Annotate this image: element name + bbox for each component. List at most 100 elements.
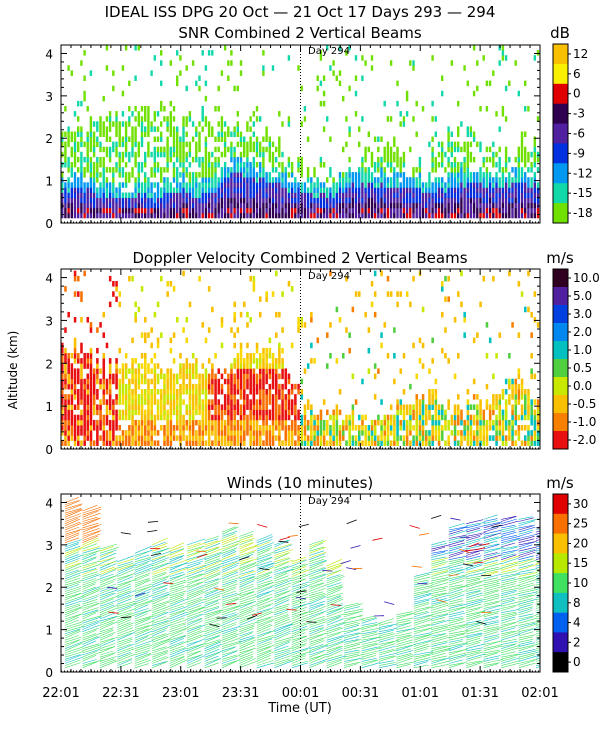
snr-cell bbox=[185, 182, 188, 188]
doppler-cell bbox=[191, 363, 195, 369]
doppler-cell bbox=[517, 394, 521, 400]
snr-cell bbox=[153, 55, 156, 61]
wind-barb bbox=[326, 622, 346, 630]
doppler-cell bbox=[172, 404, 176, 410]
wind-barb bbox=[99, 595, 119, 603]
snr-cell bbox=[150, 126, 153, 132]
snr-cell bbox=[517, 177, 520, 183]
snr-cell bbox=[118, 167, 121, 173]
doppler-cell bbox=[172, 332, 176, 338]
doppler-cell bbox=[108, 383, 112, 390]
snr-cell bbox=[278, 177, 281, 183]
doppler-cell bbox=[137, 419, 141, 426]
snr-cell bbox=[354, 75, 358, 81]
snr-cell bbox=[386, 141, 390, 148]
snr-cell bbox=[182, 156, 185, 163]
snr-cell bbox=[83, 172, 86, 178]
snr-cell bbox=[530, 207, 533, 214]
snr-cell bbox=[275, 187, 278, 193]
snr-cell bbox=[300, 197, 303, 204]
snr-cell bbox=[421, 106, 425, 112]
doppler-cell bbox=[313, 425, 316, 431]
doppler-cell bbox=[437, 440, 441, 446]
wind-barb bbox=[134, 567, 153, 575]
snr-cell bbox=[447, 162, 450, 168]
snr-cell bbox=[511, 192, 514, 198]
doppler-cell bbox=[137, 440, 141, 446]
snr-cell bbox=[121, 90, 125, 97]
snr-cell bbox=[102, 212, 105, 219]
wind-barb bbox=[239, 610, 256, 618]
snr-cell bbox=[195, 192, 198, 198]
snr-cell bbox=[319, 162, 323, 168]
doppler-cell bbox=[204, 425, 208, 431]
snr-cell bbox=[227, 187, 230, 193]
wind-barb bbox=[134, 600, 153, 609]
wind-barb bbox=[99, 573, 114, 580]
snr-cell bbox=[441, 156, 444, 163]
doppler-cell bbox=[338, 425, 342, 431]
doppler-cell bbox=[121, 399, 125, 405]
wind-barb bbox=[256, 560, 272, 567]
doppler-cell bbox=[412, 414, 415, 421]
wind-barb bbox=[186, 573, 206, 582]
snr-cell bbox=[153, 136, 156, 142]
doppler-cell bbox=[185, 435, 189, 441]
doppler-cell bbox=[402, 409, 406, 416]
doppler-cell bbox=[265, 347, 268, 354]
snr-cell bbox=[160, 60, 163, 66]
doppler-cell bbox=[249, 404, 252, 410]
snr-cell bbox=[102, 121, 105, 127]
doppler-cell bbox=[134, 383, 137, 390]
doppler-cell bbox=[281, 291, 284, 297]
snr-cell bbox=[166, 197, 169, 204]
wind-barb bbox=[326, 621, 346, 628]
wind-barb bbox=[239, 545, 258, 554]
snr-cell bbox=[83, 75, 86, 81]
doppler-cell bbox=[86, 414, 90, 421]
snr-cell bbox=[230, 151, 233, 158]
snr-cell bbox=[198, 212, 201, 219]
snr-cell bbox=[466, 202, 469, 209]
snr-cell bbox=[367, 182, 370, 188]
doppler-cell bbox=[86, 419, 90, 426]
doppler-cell bbox=[223, 435, 227, 441]
doppler-cell bbox=[61, 373, 64, 380]
wind-barb bbox=[239, 657, 253, 664]
snr-cell bbox=[204, 116, 208, 122]
wind-barb bbox=[99, 639, 116, 647]
snr-cell bbox=[128, 177, 131, 183]
snr-cell bbox=[281, 162, 284, 168]
snr-cell bbox=[278, 192, 281, 198]
doppler-cell bbox=[188, 373, 192, 380]
doppler-cell bbox=[140, 430, 144, 436]
snr-cell bbox=[326, 177, 329, 183]
wind-barb bbox=[82, 547, 101, 554]
snr-cell bbox=[259, 207, 262, 214]
snr-cell bbox=[527, 197, 530, 204]
doppler-cell bbox=[316, 337, 320, 344]
wind-barb bbox=[309, 582, 325, 590]
snr-cell bbox=[290, 182, 294, 188]
wind-barb bbox=[221, 583, 238, 590]
snr-cell bbox=[466, 141, 469, 148]
doppler-cell bbox=[61, 378, 64, 385]
doppler-cell bbox=[195, 368, 198, 374]
snr-cell bbox=[156, 212, 160, 219]
snr-cell bbox=[108, 156, 112, 163]
snr-cell bbox=[469, 156, 473, 163]
wind-barb bbox=[291, 625, 308, 632]
wind-barb bbox=[134, 620, 154, 628]
snr-cell bbox=[313, 182, 316, 188]
snr-cell bbox=[163, 151, 166, 158]
doppler-cell bbox=[89, 358, 93, 364]
snr-cell bbox=[230, 187, 233, 193]
doppler-cell bbox=[511, 425, 514, 431]
wind-barb bbox=[361, 658, 377, 662]
snr-cell bbox=[409, 197, 412, 204]
snr-cell bbox=[358, 192, 361, 198]
snr-cell bbox=[137, 45, 140, 51]
doppler-cell bbox=[112, 435, 115, 441]
wind-barb bbox=[221, 606, 240, 613]
snr-cell bbox=[217, 146, 220, 153]
